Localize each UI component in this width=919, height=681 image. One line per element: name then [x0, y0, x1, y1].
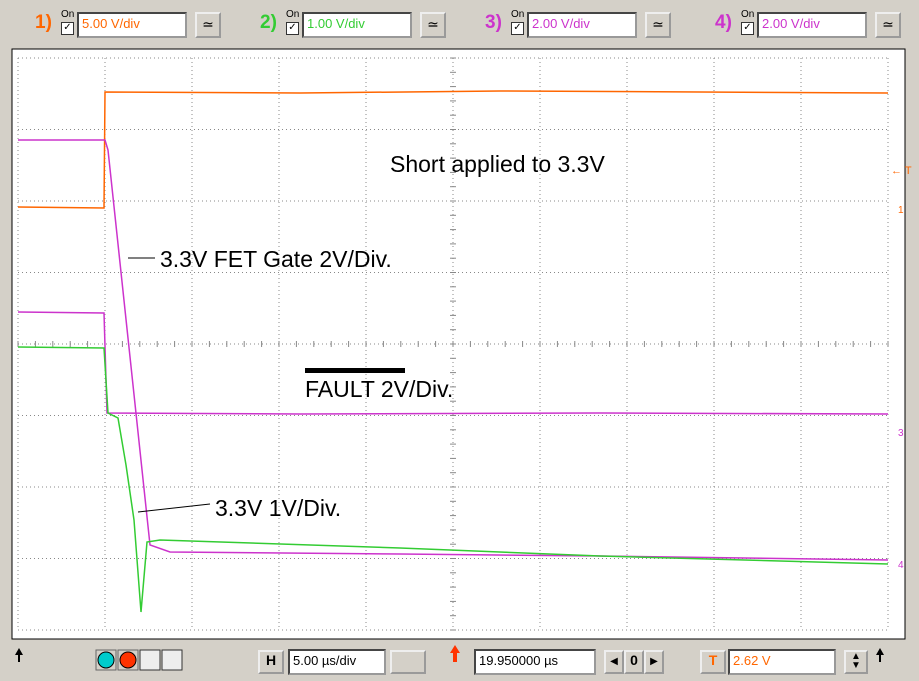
step-value[interactable]: 0 [624, 650, 644, 674]
channel-marker: 1 [898, 205, 904, 216]
horizontal-label: H [258, 650, 284, 674]
channel-marker: 4 [898, 560, 904, 571]
trace-fet-gate [18, 139, 889, 561]
channel-state: On [741, 9, 755, 20]
horizontal-position[interactable]: 19.950000 µs [474, 649, 596, 675]
channel-scale[interactable]: 2.00 V/div [527, 12, 637, 38]
channel-number: 1) [35, 12, 52, 33]
fault-overline [305, 368, 405, 373]
channel-state: On [511, 9, 525, 20]
channel-number: 3) [485, 12, 502, 33]
channel-number: 4) [715, 12, 732, 33]
annotation: 3.3V 1V/Div. [215, 495, 341, 521]
channel-number: 2) [260, 12, 277, 33]
trace-ch1 [17, 90, 889, 209]
annotation: FAULT 2V/Div. [305, 376, 453, 402]
channel-checkbox[interactable]: ✓ [286, 22, 299, 35]
save-button[interactable] [139, 649, 161, 671]
trigger-level[interactable]: 2.62 V [728, 649, 836, 675]
channel-state: On [286, 9, 300, 20]
channel-scale[interactable]: 5.00 V/div [77, 12, 187, 38]
trace-fault [17, 311, 889, 415]
step-right[interactable]: ▶ [644, 650, 664, 674]
trigger-marker: ← T [891, 165, 912, 177]
run-icon [97, 651, 115, 669]
channel-state: On [61, 9, 75, 20]
scroll-icon[interactable] [15, 648, 23, 662]
channel-checkbox[interactable]: ✓ [61, 22, 74, 35]
coupling-button[interactable]: ≃ [645, 12, 671, 38]
coupling-buttons[interactable] [390, 650, 426, 674]
coupling-button[interactable]: ≃ [420, 12, 446, 38]
step-left[interactable]: ◀ [604, 650, 624, 674]
annotation: Short applied to 3.3V [390, 151, 605, 177]
trigger-label: T [700, 650, 726, 674]
annotation: 3.3V FET Gate 2V/Div. [160, 246, 392, 272]
channel-scale[interactable]: 2.00 V/div [757, 12, 867, 38]
channel-marker: 3 [898, 428, 904, 439]
channel-checkbox[interactable]: ✓ [741, 22, 754, 35]
timebase-scale[interactable]: 5.00 µs/div [288, 649, 386, 675]
print-button[interactable] [161, 649, 183, 671]
position-icon [450, 645, 460, 662]
scroll-icon[interactable] [876, 648, 884, 662]
pointer-line [137, 503, 211, 513]
channel-checkbox[interactable]: ✓ [511, 22, 524, 35]
level-spinner[interactable]: ▲ ▼ [844, 650, 868, 674]
channel-scale[interactable]: 1.00 V/div [302, 12, 412, 38]
coupling-button[interactable]: ≃ [195, 12, 221, 38]
trace-3v3 [17, 346, 889, 613]
coupling-button[interactable]: ≃ [875, 12, 901, 38]
stop-icon [119, 651, 137, 669]
